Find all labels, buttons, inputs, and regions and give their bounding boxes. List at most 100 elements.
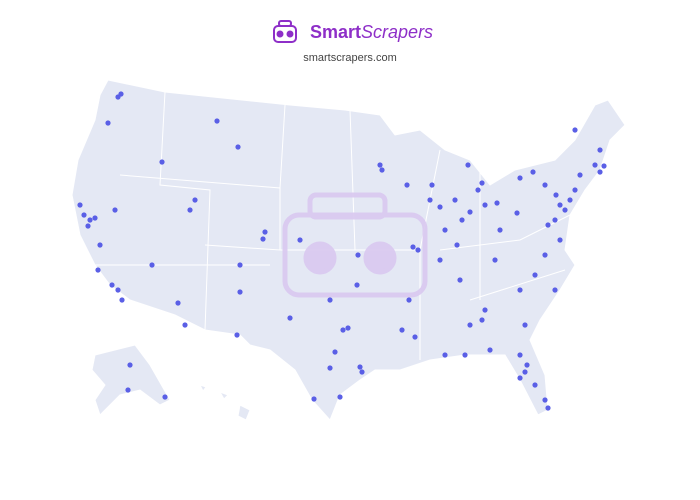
location-dot [442, 227, 448, 233]
location-dot [452, 197, 458, 203]
location-dot [462, 352, 468, 358]
location-dot [597, 169, 603, 175]
location-dot [297, 237, 303, 243]
location-dot [112, 207, 118, 213]
location-dot [377, 162, 383, 168]
location-dot [115, 287, 121, 293]
location-dot [429, 182, 435, 188]
location-dot [406, 297, 412, 303]
location-dot [287, 315, 293, 321]
location-dot [415, 247, 421, 253]
location-dot [487, 347, 493, 353]
location-dot [345, 325, 351, 331]
location-dot [442, 352, 448, 358]
brand-bold: Smart [310, 22, 361, 42]
location-dot [149, 262, 155, 268]
location-dot [214, 118, 220, 124]
site-url: smartscrapers.com [303, 52, 397, 64]
location-dot [357, 364, 363, 370]
location-dot [81, 212, 87, 218]
location-dot [592, 162, 598, 168]
location-dot [77, 202, 83, 208]
location-dot [260, 236, 266, 242]
location-dot [479, 317, 485, 323]
location-dot [577, 172, 583, 178]
location-dot [159, 159, 165, 165]
location-dot [454, 242, 460, 248]
location-dot [85, 223, 91, 229]
location-dot [532, 272, 538, 278]
location-dot [237, 289, 243, 295]
location-dot [262, 229, 268, 235]
location-dot [467, 209, 473, 215]
location-dot [87, 217, 93, 223]
location-dot [311, 396, 317, 402]
alaska [91, 344, 171, 416]
location-dot [327, 297, 333, 303]
location-dots [77, 91, 607, 411]
location-dot [379, 167, 385, 173]
location-dot [567, 197, 573, 203]
location-dot [95, 267, 101, 273]
location-dot [332, 349, 338, 355]
brand-italic: Scrapers [361, 22, 433, 42]
location-dot [187, 207, 193, 213]
location-dot [482, 307, 488, 313]
location-dot [457, 277, 463, 283]
location-dot [237, 262, 243, 268]
location-dot [514, 210, 520, 216]
location-dot [479, 180, 485, 186]
location-dot [542, 397, 548, 403]
location-dot [127, 362, 133, 368]
location-dot [125, 387, 131, 393]
location-dot [542, 252, 548, 258]
location-dot [492, 257, 498, 263]
location-dot [97, 242, 103, 248]
location-dot [475, 187, 481, 193]
location-dot [522, 322, 528, 328]
location-dot [234, 332, 240, 338]
brand: SmartScrapers [310, 22, 433, 42]
location-dot [517, 352, 523, 358]
location-dot [410, 244, 416, 250]
location-dot [497, 227, 503, 233]
location-dot [118, 91, 124, 97]
location-dot [399, 327, 405, 333]
location-dot [545, 405, 551, 411]
location-dot [355, 252, 361, 258]
location-dot [467, 322, 473, 328]
location-dot [552, 287, 558, 293]
location-dot [437, 257, 443, 263]
location-dot [327, 365, 333, 371]
location-dot [545, 222, 551, 228]
location-dot [542, 182, 548, 188]
location-dot [572, 187, 578, 193]
location-dot [557, 202, 563, 208]
location-dot [437, 204, 443, 210]
location-dot [235, 144, 241, 150]
location-dot [517, 375, 523, 381]
location-dot [412, 334, 418, 340]
land [71, 79, 626, 421]
location-dot [459, 217, 465, 223]
location-dot [532, 382, 538, 388]
location-dot [601, 163, 607, 169]
location-dot [553, 192, 559, 198]
location-dot [552, 217, 558, 223]
watermark [282, 192, 428, 298]
location-dot [494, 200, 500, 206]
location-dot [427, 197, 433, 203]
location-dot [557, 237, 563, 243]
location-dot [404, 182, 410, 188]
location-dot [192, 197, 198, 203]
location-dot [337, 394, 343, 400]
location-dot [175, 300, 181, 306]
location-dot [482, 202, 488, 208]
location-dot [524, 362, 530, 368]
hawaii [199, 384, 251, 421]
location-dot [182, 322, 188, 328]
location-dot [522, 369, 528, 375]
location-dot [92, 215, 98, 221]
